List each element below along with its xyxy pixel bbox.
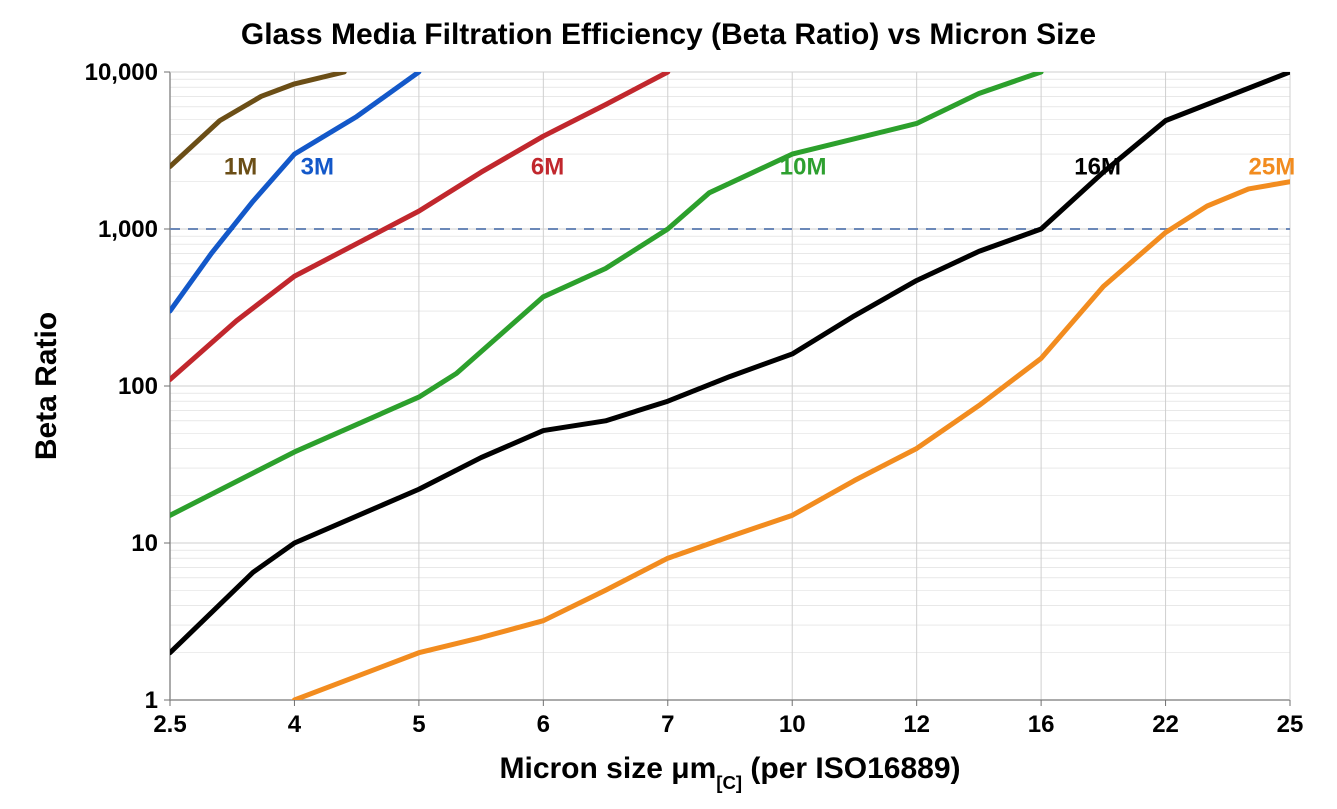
x-tick-label: 4 bbox=[288, 711, 302, 738]
chart-svg: Glass Media Filtration Efficiency (Beta … bbox=[0, 0, 1337, 809]
x-tick-label: 6 bbox=[537, 711, 550, 738]
y-tick-label: 1 bbox=[145, 687, 158, 714]
series-label: 25M bbox=[1249, 154, 1296, 181]
chart-title: Glass Media Filtration Efficiency (Beta … bbox=[241, 18, 1096, 51]
x-tick-label: 22 bbox=[1152, 711, 1179, 738]
x-tick-label: 12 bbox=[903, 711, 930, 738]
y-tick-label: 10 bbox=[131, 530, 158, 557]
series-label: 3M bbox=[301, 154, 334, 181]
series-label: 10M bbox=[780, 154, 827, 181]
x-tick-label: 25 bbox=[1277, 711, 1304, 738]
series-label: 1M bbox=[224, 154, 257, 181]
series-label: 16M bbox=[1074, 154, 1121, 181]
x-tick-label: 2.5 bbox=[153, 711, 186, 738]
series-label: 6M bbox=[531, 154, 564, 181]
y-tick-label: 100 bbox=[118, 373, 158, 400]
chart-container: Glass Media Filtration Efficiency (Beta … bbox=[0, 0, 1337, 809]
y-tick-label: 10,000 bbox=[85, 59, 158, 86]
x-tick-label: 16 bbox=[1028, 711, 1055, 738]
x-tick-label: 10 bbox=[779, 711, 806, 738]
x-tick-label: 7 bbox=[661, 711, 674, 738]
y-tick-label: 1,000 bbox=[98, 216, 158, 243]
y-axis-label: Beta Ratio bbox=[30, 312, 63, 460]
x-tick-label: 5 bbox=[412, 711, 425, 738]
